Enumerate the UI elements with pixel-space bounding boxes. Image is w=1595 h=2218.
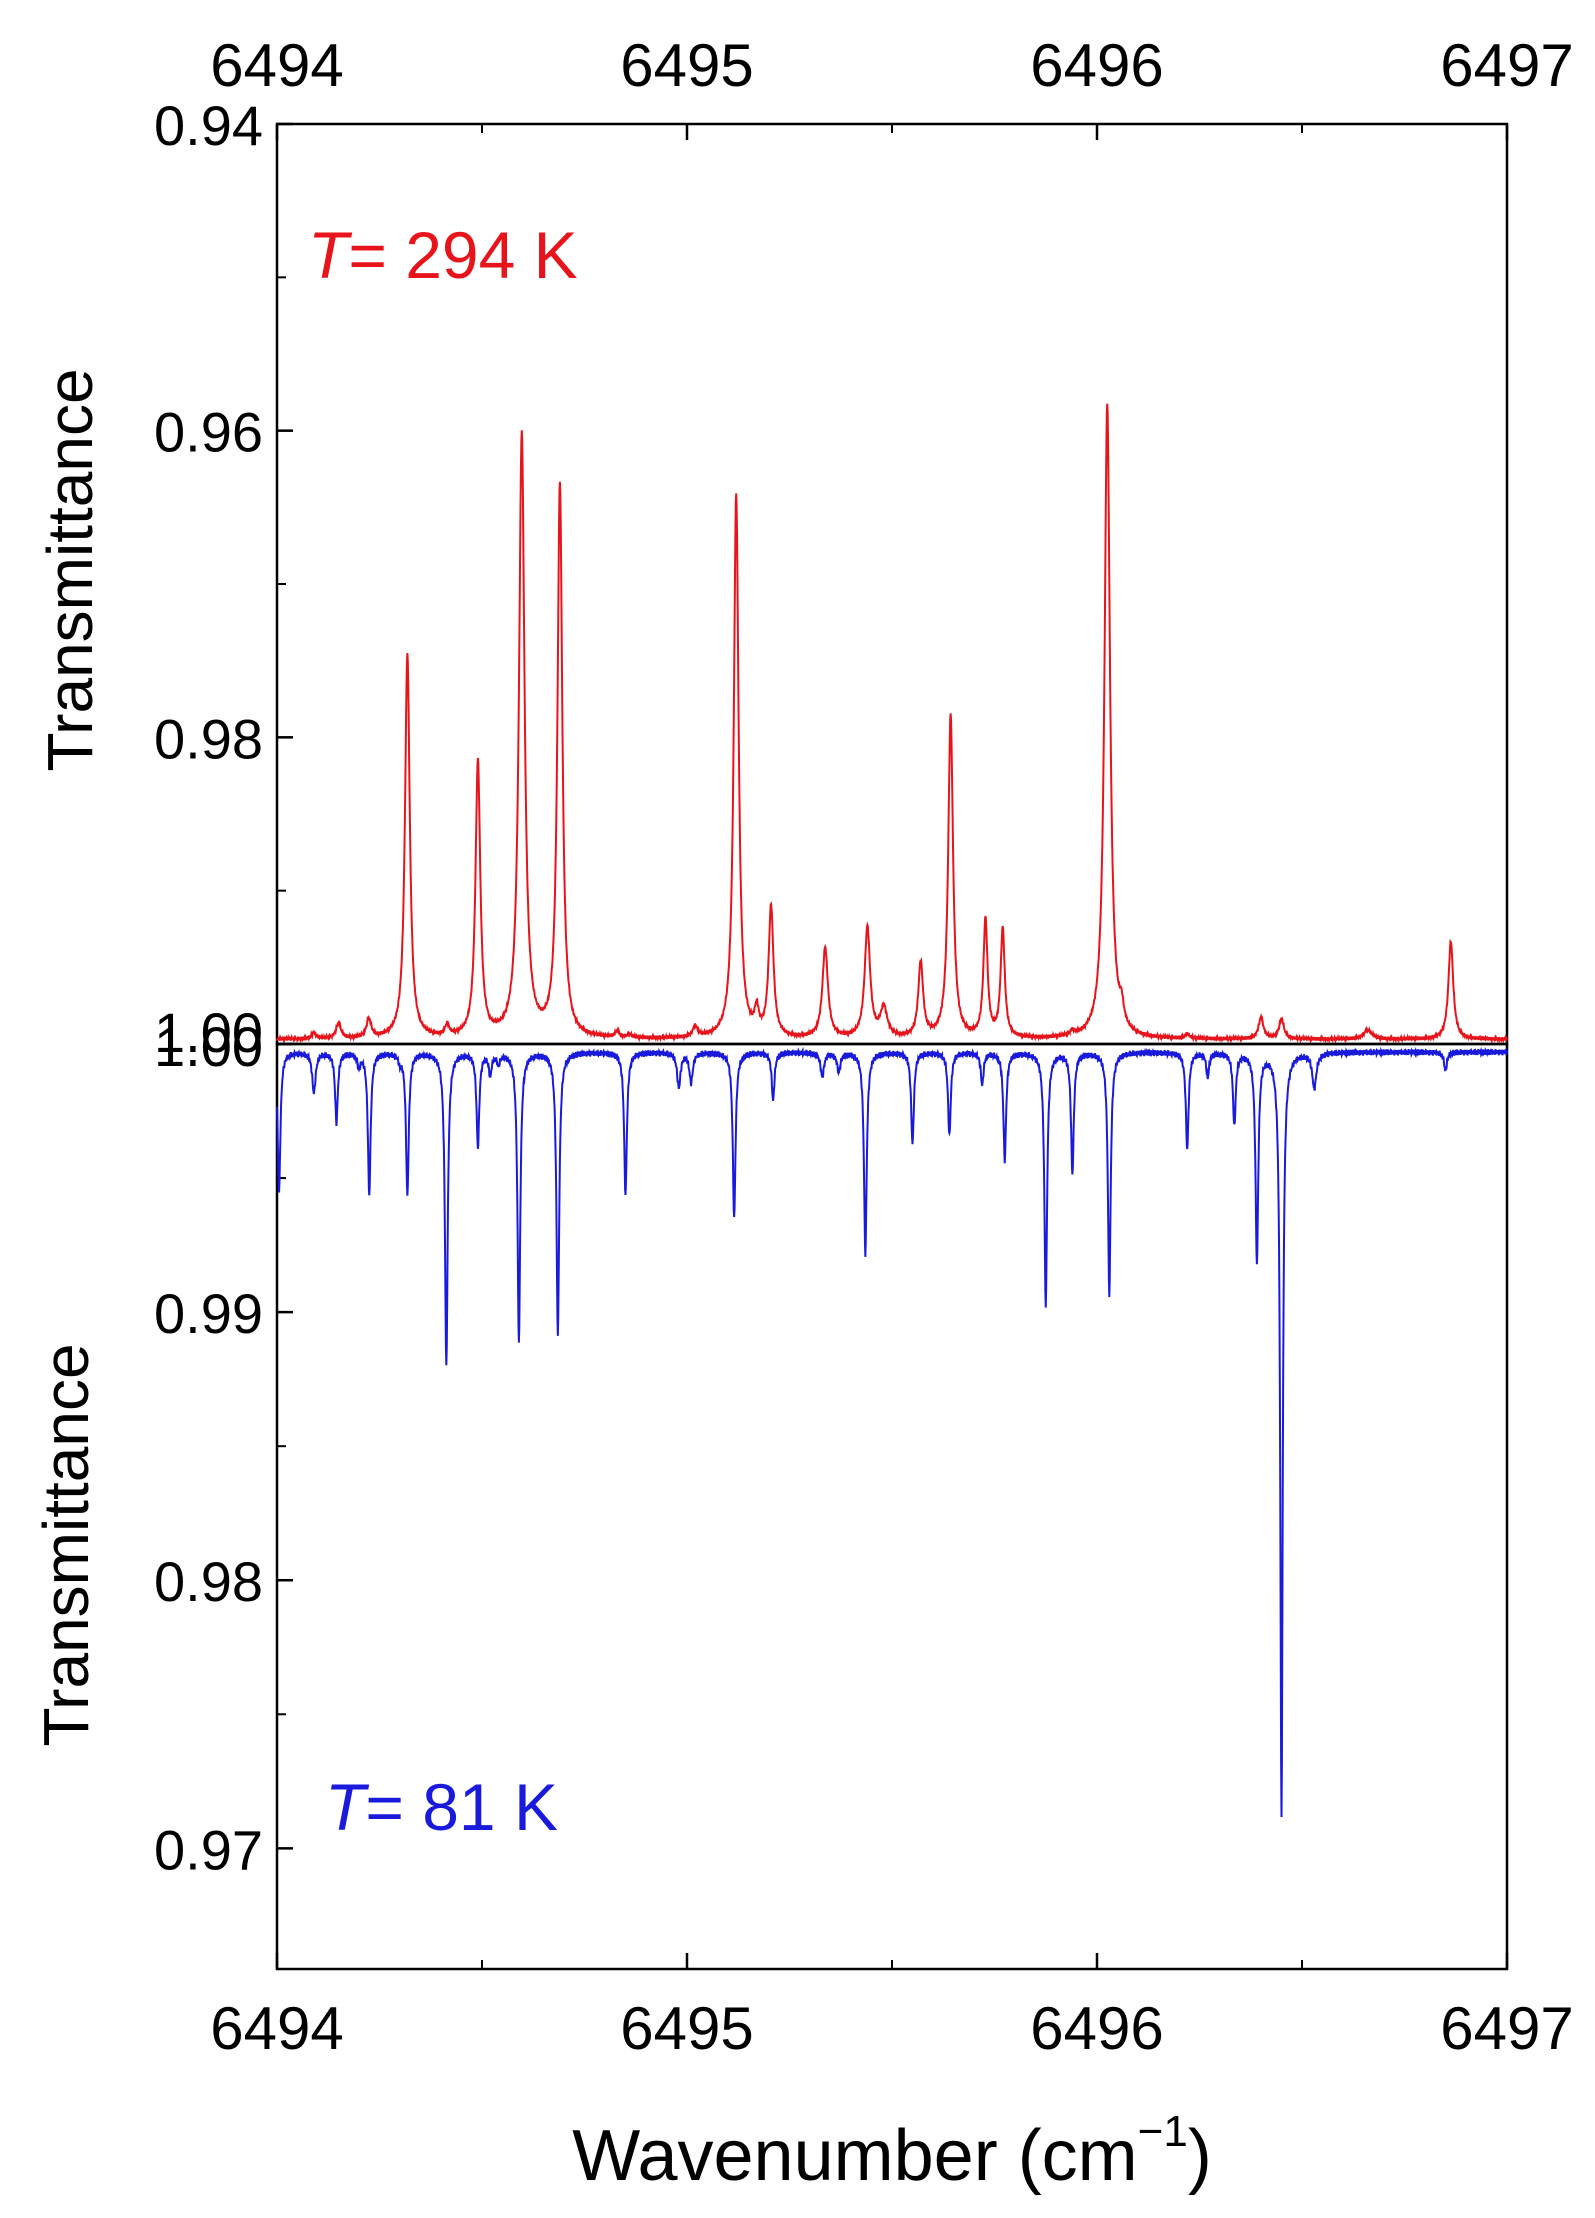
top-x-tick-label: 6495 xyxy=(620,32,753,99)
x-axis-label-main: Wavenumber (cm xyxy=(572,2116,1137,2196)
bottom-annotation-italic: T xyxy=(325,1770,370,1844)
top-annotation-rest: = 294 K xyxy=(348,218,577,292)
top-y-tick-label: 0.98 xyxy=(154,707,263,770)
x-axis-label-sup: −1 xyxy=(1138,2107,1188,2156)
bottom-annotation-rest: = 81 K xyxy=(365,1770,558,1844)
bottom-y-tick-label: 0.99 xyxy=(154,1282,263,1345)
top-y-tick-label: 0.94 xyxy=(154,94,263,157)
top-y-axis-label: Transmittance xyxy=(34,368,106,771)
top-x-tick-label: 6496 xyxy=(1030,32,1163,99)
top-x-tick-label: 6494 xyxy=(210,32,343,99)
top-annotation-italic: T xyxy=(308,218,353,292)
top-axes: 0.94 0.96 0.98 1.00 6494 6495 6496 6497 xyxy=(154,32,1574,1064)
top-x-tick-label: 6497 xyxy=(1440,32,1573,99)
top-series-line xyxy=(276,403,1508,1045)
x-axis-label-end: ) xyxy=(1188,2116,1212,2196)
bottom-y-tick-label: 0.98 xyxy=(154,1550,263,1613)
bottom-x-tick-label: 6494 xyxy=(210,1995,343,2062)
bottom-x-tick-label: 6497 xyxy=(1440,1995,1573,2062)
bottom-axes: 0.97 0.98 0.99 1.00 6494 6495 6496 6497 xyxy=(154,1015,1574,2062)
top-y-tick-label: 0.96 xyxy=(154,401,263,464)
bottom-panel: 0.97 0.98 0.99 1.00 6494 6495 6496 6497 Transmi… xyxy=(30,1015,1574,2062)
x-axis-label: Wavenumber (cm−1) xyxy=(572,2107,1212,2196)
top-annotation: T= 294 K xyxy=(308,218,578,292)
top-y-tick-label: 1.00 xyxy=(154,1001,263,1064)
bottom-y-tick-label: 1.00 xyxy=(154,1015,263,1078)
bottom-y-tick-label: 0.97 xyxy=(154,1818,263,1881)
bottom-x-tick-label: 6496 xyxy=(1030,1995,1163,2062)
bottom-y-axis-label: Transmittance xyxy=(30,1343,102,1746)
bottom-series-line xyxy=(276,1046,1508,1818)
bottom-annotation: T= 81 K xyxy=(325,1770,558,1844)
bottom-x-tick-label: 6495 xyxy=(620,1995,753,2062)
top-panel: 0.94 0.96 0.98 1.00 6494 6495 6496 6497 Transmi… xyxy=(34,32,1574,1064)
